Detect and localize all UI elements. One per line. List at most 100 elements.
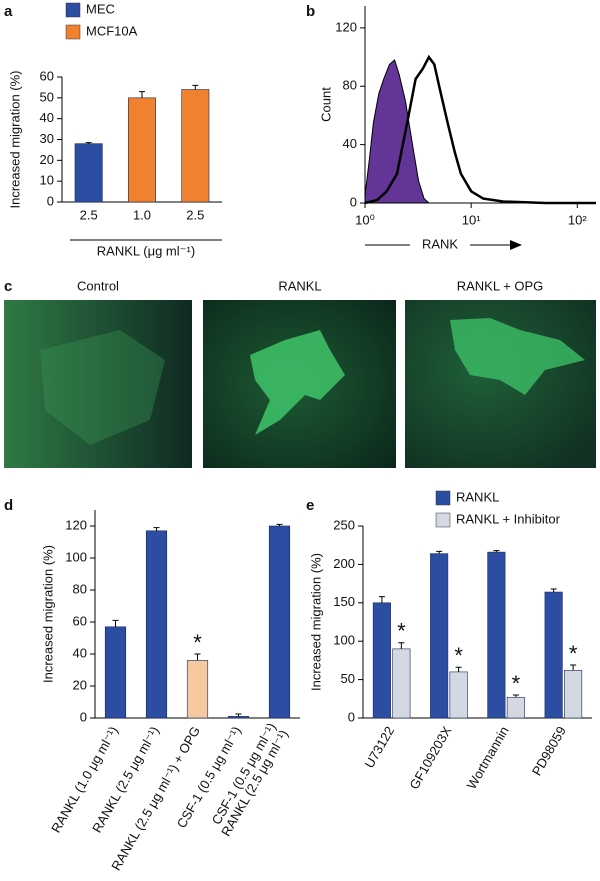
- y-tick-label: 120: [335, 19, 357, 34]
- x-axis-label: RANK: [422, 236, 458, 251]
- micrograph: [4, 300, 192, 468]
- error-bar: [570, 664, 577, 671]
- y-tick-label: 40: [343, 136, 357, 151]
- y-tick-label: 0: [350, 194, 357, 209]
- bar: [430, 553, 449, 719]
- bar: [506, 696, 525, 719]
- bar: [227, 716, 250, 719]
- panel-label: d: [4, 497, 13, 514]
- panel-label: a: [4, 3, 13, 20]
- x-tick-label: 2.5: [186, 207, 204, 222]
- cell: [450, 318, 585, 395]
- y-tick-label: 250: [333, 517, 355, 532]
- legend-label: MCF10A: [86, 23, 138, 38]
- y-tick-label: 100: [333, 633, 355, 648]
- x-tick-label: GF109203X: [406, 723, 454, 791]
- bar: [268, 525, 291, 719]
- bar: [544, 591, 563, 719]
- annotation: *: [193, 630, 202, 655]
- panel-c-images: [4, 300, 596, 468]
- error-bar: [378, 596, 385, 603]
- y-tick-label: 10: [40, 173, 54, 188]
- image-caption: RANKL + OPG: [457, 278, 544, 293]
- error-bar: [85, 142, 92, 144]
- legend-swatch: [435, 490, 451, 506]
- y-axis-label: Increased migration (%): [40, 545, 55, 683]
- y-tick-label: 50: [40, 89, 54, 104]
- panel-label: c: [4, 278, 12, 295]
- bar: [186, 660, 209, 719]
- image-caption: RANKL: [278, 278, 321, 293]
- x-tick-label: 10²: [568, 212, 587, 227]
- y-tick-label: 0: [80, 709, 87, 724]
- legend-label: MEC: [86, 1, 115, 16]
- annotation: *: [454, 643, 463, 668]
- y-tick-label: 40: [40, 110, 54, 125]
- bar: [372, 602, 391, 719]
- error-bar: [455, 666, 462, 672]
- y-tick-label: 0: [348, 709, 355, 724]
- x-tick-label: 2.5: [80, 207, 98, 222]
- y-axis-label: Count: [318, 87, 333, 122]
- error-bar: [112, 619, 119, 627]
- error-bar: [550, 588, 557, 593]
- x-tick-label: U73122: [361, 724, 397, 771]
- bar: [104, 626, 127, 719]
- bar: [181, 89, 210, 203]
- y-tick-label: 20: [40, 152, 54, 167]
- y-tick-label: 50: [341, 671, 355, 686]
- error-bar: [436, 550, 443, 554]
- y-axis-label: Increased migration (%): [7, 71, 22, 209]
- bar: [449, 671, 468, 719]
- histogram-line: [364, 54, 596, 205]
- error-bar: [194, 653, 201, 661]
- y-tick-label: 30: [40, 131, 54, 146]
- error-bar: [153, 527, 160, 531]
- bar: [128, 97, 156, 203]
- annotation: *: [569, 641, 578, 666]
- bar: [564, 670, 583, 719]
- x-tick-label: 10⁰: [355, 212, 375, 227]
- image-caption: Control: [77, 278, 119, 293]
- panel-label: b: [306, 3, 315, 20]
- y-tick-label: 120: [65, 517, 87, 532]
- legend-swatch: [65, 2, 81, 18]
- y-tick-label: 60: [73, 613, 87, 628]
- y-axis-label: Increased migration (%): [308, 553, 323, 691]
- legend-swatch: [435, 512, 451, 528]
- annotation: *: [512, 671, 521, 696]
- error-bar: [493, 550, 500, 553]
- y-tick-label: 0: [47, 193, 54, 208]
- y-tick-label: 150: [333, 594, 355, 609]
- error-bar: [398, 642, 405, 649]
- x-axis-label: RANKL (μg ml⁻¹): [97, 243, 195, 258]
- legend-label: RANKL + Inhibitor: [456, 511, 561, 526]
- error-bar: [192, 84, 199, 90]
- y-tick-label: 80: [343, 78, 357, 93]
- error-bar: [276, 523, 283, 526]
- x-label-arrowhead: [510, 240, 522, 250]
- x-tick-label: PD98059: [529, 724, 569, 778]
- y-tick-label: 20: [73, 677, 87, 692]
- panel-label: e: [306, 497, 314, 514]
- bar: [145, 530, 168, 719]
- error-bar: [235, 713, 242, 717]
- legend-swatch: [65, 24, 81, 40]
- histogram-area: [364, 59, 430, 204]
- x-tick-label: Wortmannin: [464, 724, 512, 792]
- y-tick-label: 40: [73, 645, 87, 660]
- y-tick-label: 80: [73, 581, 87, 596]
- error-bar: [512, 694, 519, 698]
- y-tick-label: 100: [65, 549, 87, 564]
- cell: [40, 330, 165, 445]
- x-tick-label: 1.0: [133, 207, 151, 222]
- bar: [392, 648, 411, 719]
- legend-label: RANKL: [456, 489, 499, 504]
- error-bar: [139, 91, 145, 98]
- cell: [250, 330, 345, 435]
- annotation: *: [397, 619, 406, 644]
- x-tick-label: 10¹: [462, 212, 481, 227]
- y-tick-label: 200: [333, 556, 355, 571]
